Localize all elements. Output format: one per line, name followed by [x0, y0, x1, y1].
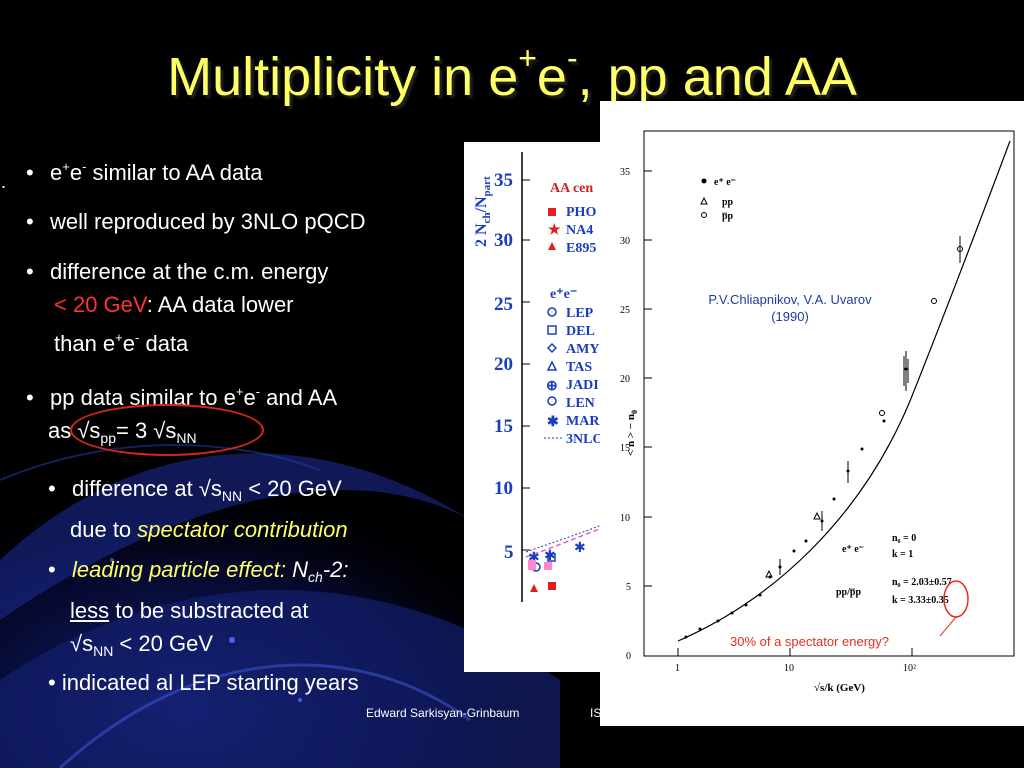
yr-axis-label: < n > − n0	[625, 410, 639, 456]
legend-ee-mar: MAR	[566, 414, 600, 429]
stray-dot: .	[1, 172, 7, 192]
legend-pp: pp	[722, 197, 734, 208]
footer-conference: IS	[590, 706, 602, 720]
param-ee-n0: n₀ = 0	[892, 533, 916, 544]
bullet-leading-particle: • leading particle effect: Nch-2: less to…	[48, 557, 349, 659]
yr-tick-15: 15	[620, 443, 630, 454]
yl-tick-5: 5	[504, 542, 514, 563]
bullet-3nlo: • well reproduced by 3NLO pQCD	[26, 209, 366, 234]
xr-tick-10: 10	[784, 663, 794, 674]
yl-tick-35: 35	[494, 170, 513, 191]
legend-aa-pho: PHO	[566, 205, 596, 220]
xr-axis-label: √s/k (GeV)	[814, 682, 865, 694]
yr-tick-10: 10	[620, 513, 630, 524]
legend-ee-jadi: JADI	[566, 378, 599, 393]
slide-title: Multiplicity in e+e-, pp and AA	[167, 40, 857, 107]
legend-aa-e895: E895	[566, 241, 596, 256]
footer-author: Edward Sarkisyan-Grinbaum	[366, 706, 520, 720]
svg-text:✱: ✱	[528, 549, 540, 565]
legend-ee-amy: AMY	[566, 342, 599, 357]
yr-tick-30: 30	[620, 236, 630, 247]
svg-text:✱: ✱	[574, 539, 586, 555]
xr-tick-100: 10²	[903, 663, 916, 674]
aa-multiplicity-figure: 35 30 25 20 15 10 5 2 Nch/Npart AA cen P…	[464, 142, 604, 672]
param-ee-k: k = 1	[892, 549, 913, 560]
yl-tick-30: 30	[494, 230, 513, 251]
legend-ppbar: p̅p	[722, 211, 734, 222]
bullet-ee-similar: • e+e- similar to AA data	[26, 159, 263, 185]
param-pp-k: k = 3.33±0.35	[892, 595, 949, 606]
chliapnikov-uvarov-figure: 35 30 25 20 15 10 5 0 1 10 10² √s/k (GeV…	[600, 101, 1024, 726]
yr-tick-25: 25	[620, 305, 630, 316]
yr-tick-20: 20	[620, 374, 630, 385]
legend-ee-len: LEN	[566, 396, 595, 411]
reference-citation: P.V.Chliapnikov, V.A. Uvarov (1990)	[708, 292, 872, 324]
svg-text:★: ★	[548, 222, 561, 238]
param-pp-label: pp/p̅p	[836, 587, 861, 598]
legend-ee-lep: LEP	[566, 306, 594, 321]
legend-ee-del: DEL	[566, 324, 595, 339]
svg-text:✱: ✱	[547, 415, 559, 430]
param-ee-label: e⁺ e⁻	[842, 544, 864, 555]
svg-text:✱: ✱	[544, 547, 556, 563]
yr-tick-35: 35	[620, 167, 630, 178]
spectator-annotation: 30% of a spectator energy?	[730, 634, 889, 649]
legend-ee: e⁺ e⁻	[714, 177, 736, 188]
yl-tick-20: 20	[494, 354, 513, 375]
yl-tick-10: 10	[494, 478, 513, 499]
yl-axis-label: 2 Nch/Npart	[473, 176, 493, 247]
yr-tick-0: 0	[626, 651, 631, 662]
bullet-difference-cm-energy: • difference at the c.m. energy < 20 GeV:…	[26, 259, 329, 356]
yl-tick-15: 15	[494, 416, 513, 437]
legend-aa-na4: NA4	[566, 223, 593, 238]
yr-tick-5: 5	[626, 582, 631, 593]
legend-aa-header: AA cen	[550, 181, 593, 196]
xr-tick-1: 1	[675, 663, 680, 674]
yl-tick-25: 25	[494, 294, 513, 315]
param-pp-n0: n₀ = 2.03±0.57	[892, 577, 952, 588]
legend-ee-header: e⁺e⁻	[550, 287, 577, 302]
legend-ee-tas: TAS	[566, 360, 592, 375]
svg-text:⊕: ⊕	[546, 379, 558, 394]
highlight-ellipse	[70, 404, 264, 456]
legend-ee-3nlo: 3NLO	[566, 432, 603, 447]
bullet-spectator: • difference at √sNN < 20 GeV due to spec…	[48, 476, 348, 542]
bullet-lep-years: • indicated al LEP starting years	[48, 670, 359, 695]
